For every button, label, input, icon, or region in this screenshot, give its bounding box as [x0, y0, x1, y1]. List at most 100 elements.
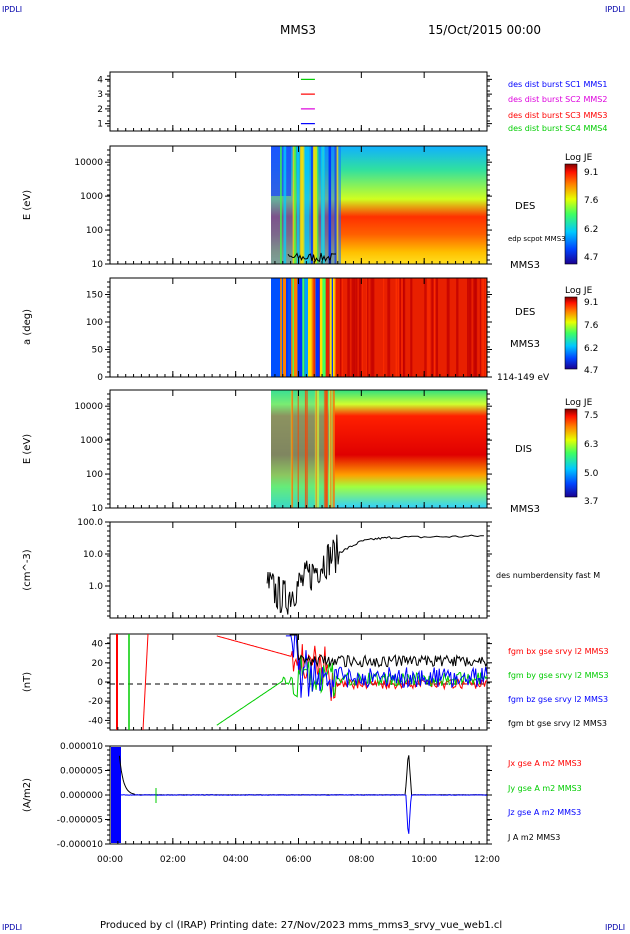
colorbar-tick: 6.2 [584, 344, 598, 354]
colorbar-title: Log JE [565, 398, 593, 408]
des-pitch-stripe [482, 278, 484, 377]
des-energy-label: DES [515, 201, 535, 212]
colorbar-tick: 7.5 [584, 411, 598, 421]
des-pitch-stripe [286, 278, 288, 377]
dis-energy-stripe [331, 390, 333, 508]
colorbar-tick: 7.6 [584, 321, 599, 331]
logo-right: IPDLI [605, 5, 625, 14]
des-energy-stripe [305, 146, 310, 264]
des-energy-stripe [328, 146, 331, 264]
des-pitch-stripe [435, 278, 439, 377]
panel-burst-frame [109, 71, 488, 132]
y-tick-label: 10.0 [83, 550, 103, 560]
colorbar-gradient [564, 163, 578, 265]
dis-energy-ylabel: E (eV) [22, 434, 33, 464]
x-tick-label: 10:00 [411, 855, 437, 865]
colorbar-gradient [564, 296, 578, 370]
des-energy-stripe [297, 146, 300, 264]
des-pitch-stripe [291, 278, 293, 377]
panel-density: 1.0 10.0 100.0 (cm^-3) des numberdensity f… [22, 518, 600, 619]
des-pitch-stripe [329, 278, 332, 377]
des-pitch-stripe [354, 278, 356, 377]
bt-series [289, 634, 488, 668]
dis-energy-stripe [328, 390, 331, 508]
des-energy-stripe [310, 146, 314, 264]
des-pitch-stripe [395, 278, 398, 377]
des-energy-stripe [321, 146, 325, 264]
scpot-trace [287, 252, 336, 263]
des-pitch-stripe [339, 278, 342, 377]
des-pitch-stripe [467, 278, 469, 377]
colorbar-title: Log JE [565, 286, 593, 296]
des-pitch-stripe [351, 278, 355, 377]
y-tick-label: 100.0 [77, 518, 103, 528]
des-pitch-stripe [398, 278, 400, 377]
burst-legend-1: des dist burst SC1 MMS1 [508, 80, 607, 89]
des-energy-stripe [293, 146, 297, 264]
des-energy-stripe [292, 146, 296, 264]
logo-left: IPDLI [2, 5, 22, 14]
y-tick-label: 3 [97, 90, 103, 100]
jz-legend: Jz gse A m2 MMS3 [507, 808, 581, 817]
y-tick-label: -0.000005 [57, 816, 103, 826]
des-pitch-stripe [319, 278, 322, 377]
des-pitch-stripe [370, 278, 374, 377]
colorbar-gradient [564, 408, 578, 498]
des-pitch-stripe [426, 278, 430, 377]
des-energy-stripe [335, 146, 339, 264]
footer-credit: Produced by cl (IRAP) Printing date: 27/… [100, 920, 502, 931]
des-pitch-stripe [401, 278, 403, 377]
panel-current: -0.000010 -0.000005 0.000000 0.000005 0.0000… [22, 72, 582, 865]
dis-energy-sc: MMS3 [510, 504, 540, 515]
des-pitch-stripe [367, 278, 369, 377]
colorbar-tick: 3.7 [584, 497, 598, 507]
jz-early-burst [111, 747, 121, 843]
jz-series [119, 794, 488, 834]
des-pitch-stripe [446, 278, 450, 377]
des-pitch-stripe [432, 278, 436, 377]
panel-burst: 1 2 3 4 des dist burst SC1 MMS1 des dist bu… [97, 71, 607, 133]
des-pitch-stripe [372, 278, 375, 377]
des-energy-ylabel: E (eV) [22, 190, 33, 220]
density-ylabel: (cm^-3) [22, 549, 33, 590]
y-tick-label: 10 [92, 504, 104, 514]
colorbar-tick: 6.3 [584, 440, 598, 450]
y-tick-label: 0 [97, 678, 103, 688]
j-series [118, 755, 487, 796]
bt-legend: fgm bt gse srvy l2 MMS3 [508, 719, 607, 728]
colorbar-title: Log JE [565, 153, 593, 163]
density-legend: des numberdensity fast M [496, 571, 600, 580]
x-tick-label: 00:00 [97, 855, 123, 865]
bx-series [216, 635, 488, 701]
y-tick-label: 100 [86, 318, 103, 328]
current-ylabel: (A/m2) [22, 778, 33, 812]
x-tick-label: 12:00 [474, 855, 500, 865]
dis-energy-stripe [323, 390, 327, 508]
colorbar-tick: 6.2 [584, 225, 598, 235]
y-tick-label: 2 [97, 105, 103, 115]
dis-energy-stripe [332, 390, 335, 508]
y-tick-label: 20 [92, 659, 104, 669]
des-energy-stripe [299, 146, 303, 264]
footer-logo-left: IPDLI [2, 923, 22, 932]
by-legend: fgm by gse srvy l2 MMS3 [508, 671, 609, 680]
des-pitch-stripe [322, 278, 326, 377]
date-title: 15/Oct/2015 00:00 [428, 23, 541, 37]
colorbar-tick: 4.7 [584, 366, 598, 376]
y-tick-label: -40 [88, 716, 103, 726]
x-tick-label: 02:00 [160, 855, 186, 865]
y-tick-label: 100 [86, 470, 103, 480]
x-tick-label: 08:00 [348, 855, 374, 865]
y-tick-label: 0.000005 [60, 767, 103, 777]
des-pitch-stripe [399, 278, 402, 377]
des-pitch-stripe [341, 278, 343, 377]
des-pitch-stripe [332, 278, 335, 377]
des-pitch-stripe [402, 278, 406, 377]
des-pitch-early [271, 278, 311, 377]
des-pitch-stripe [485, 278, 487, 377]
des-pitch-stripe [309, 278, 312, 377]
y-tick-label: 0.000010 [60, 742, 103, 752]
y-tick-label: 40 [92, 640, 104, 650]
des-energy-stripe [334, 146, 337, 264]
